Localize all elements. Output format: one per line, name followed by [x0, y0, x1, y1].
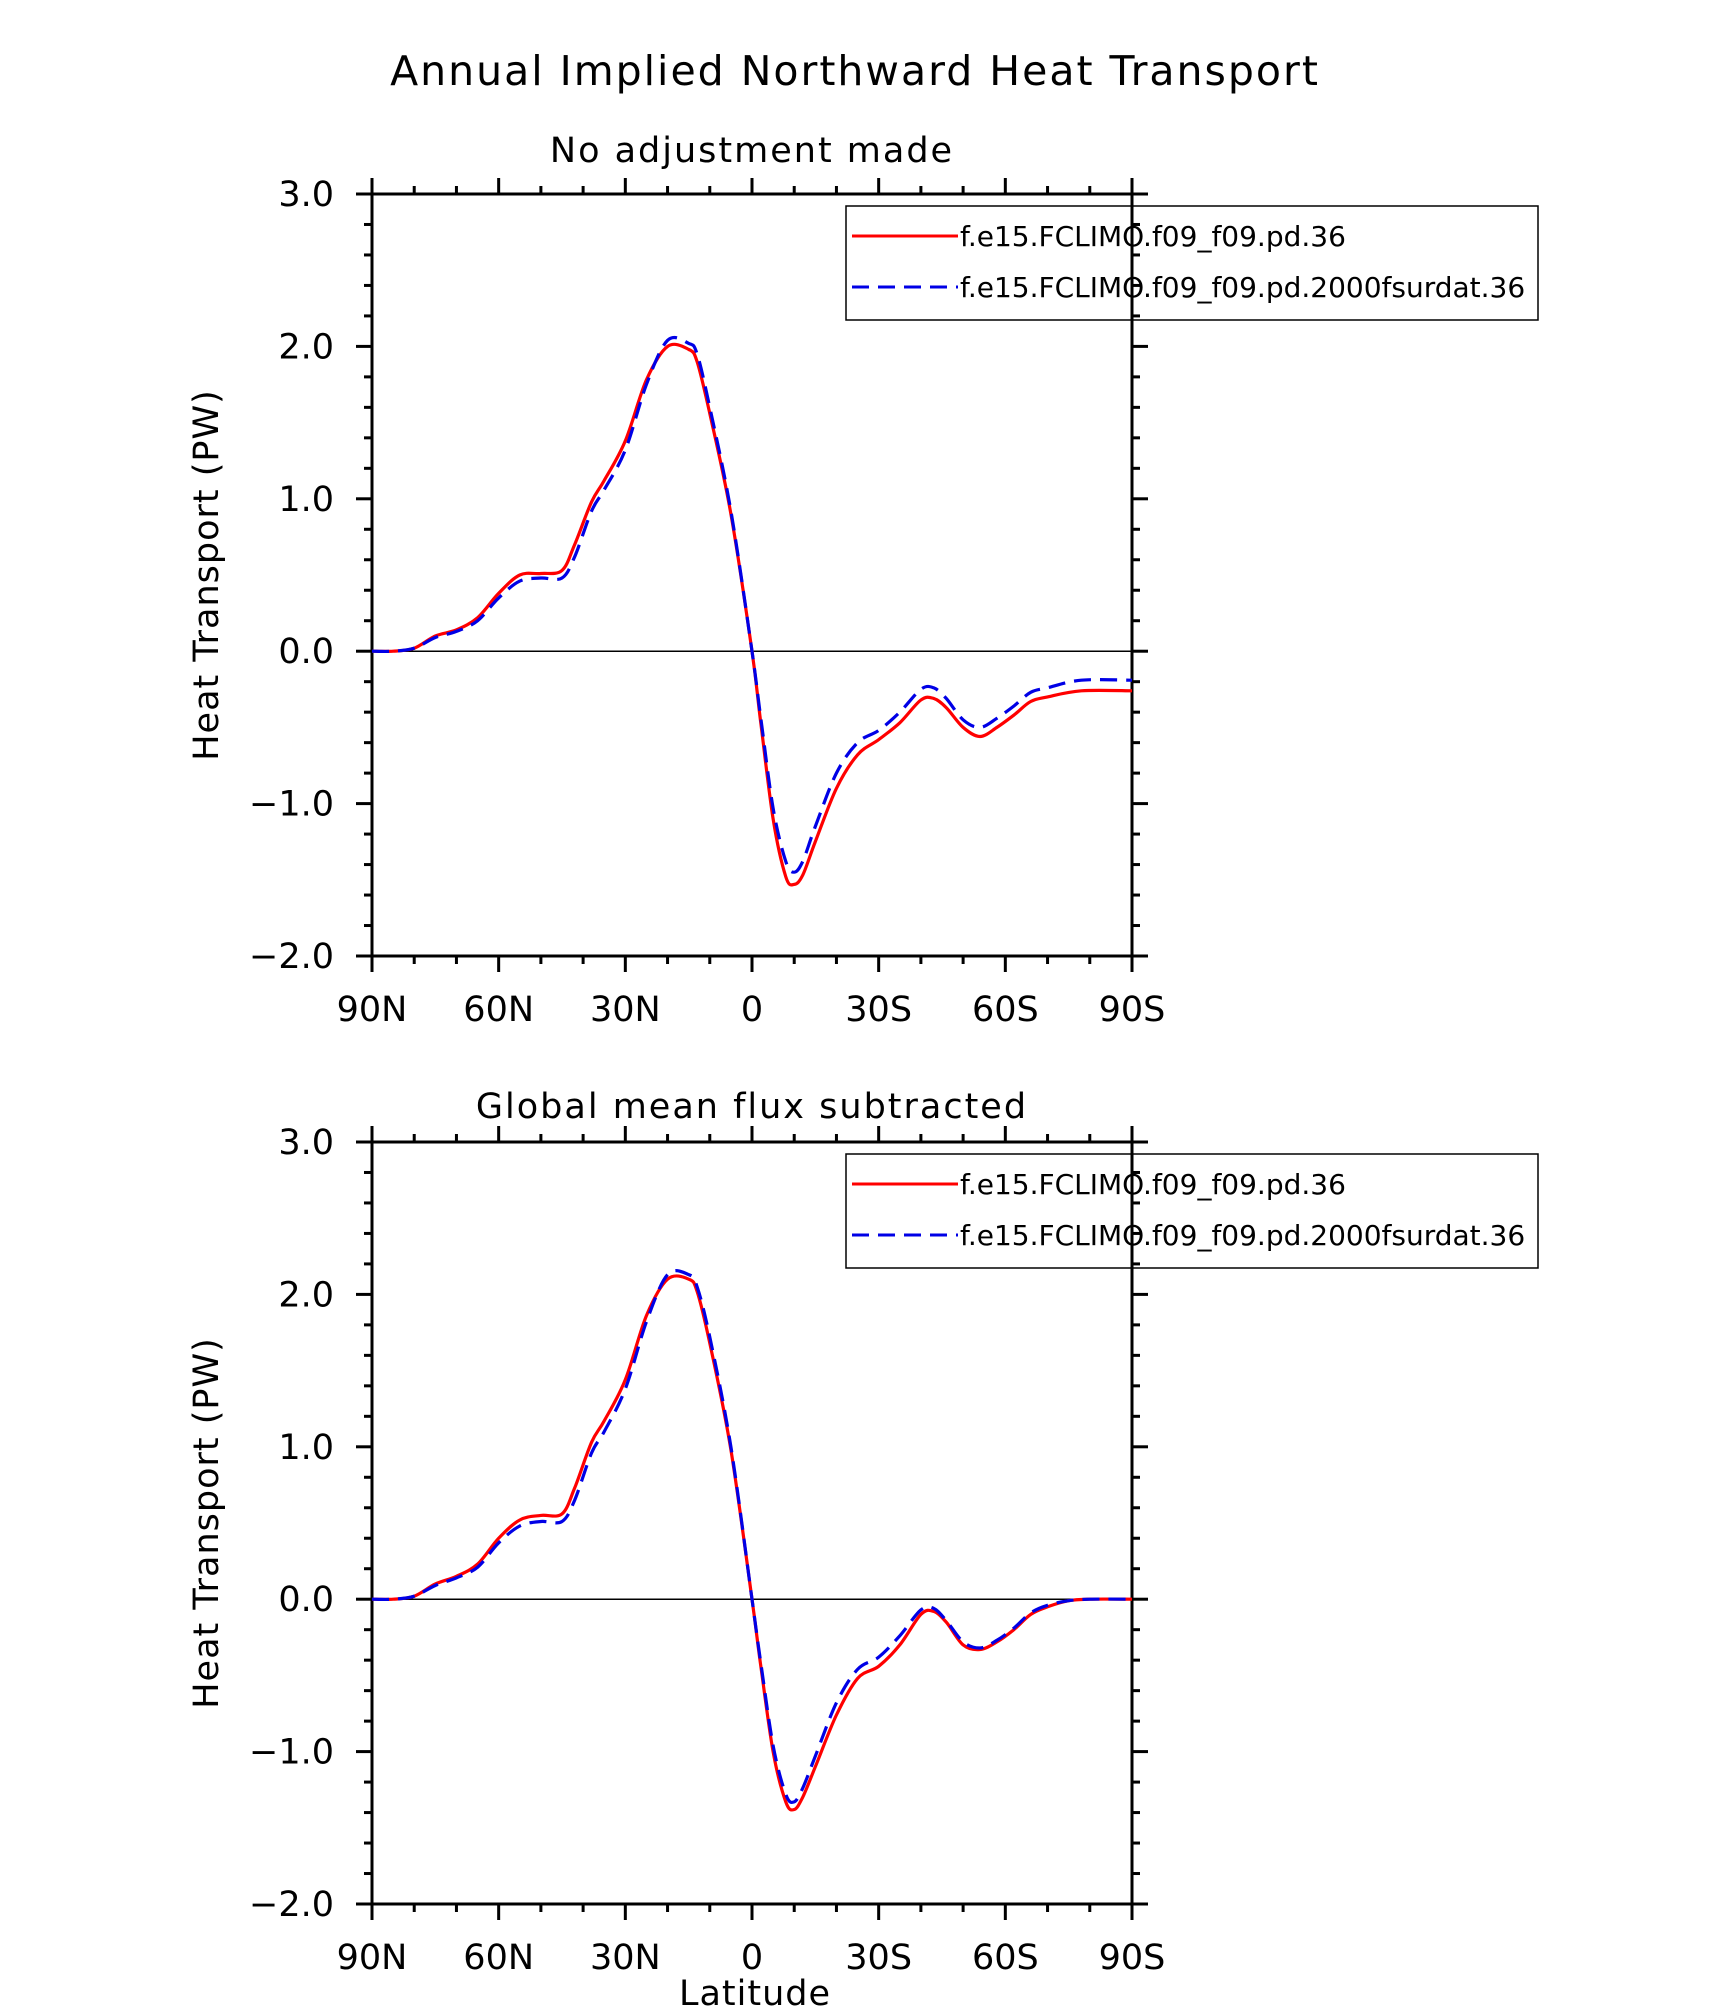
x-tick-label: 90N	[337, 1938, 408, 1978]
y-tick-label: 0.0	[278, 632, 334, 672]
series-line-2	[371, 335, 1133, 874]
panel-global-mean-subtracted: Global mean flux subtracted 90N 60N 30N 0 30S…	[187, 1087, 1539, 1978]
x-axis-label: Latitude	[679, 1974, 831, 2008]
y-tick-label: 3.0	[278, 1123, 334, 1163]
x-tick-label: 90N	[337, 990, 408, 1030]
chart-title: Global mean flux subtracted	[476, 1087, 1028, 1127]
y-tick-label: −2.0	[249, 1885, 334, 1925]
panel-no-adjustment: No adjustment made 90N 60N 30N 0 30S 60S 90S −2.…	[187, 131, 1539, 1030]
series-line-1	[371, 342, 1133, 887]
x-tick-label: 30S	[845, 990, 912, 1030]
y-tick-label: 1.0	[278, 480, 334, 520]
x-tick-label: 60N	[463, 1938, 534, 1978]
legend-label-2: f.e15.FCLIMO.f09_f09.pd.2000fsurdat.36	[960, 271, 1525, 304]
figure-title: Annual Implied Northward Heat Transport	[390, 47, 1320, 95]
x-tick-label: 0	[741, 990, 763, 1030]
x-tick-label: 60S	[972, 990, 1039, 1030]
plot-frame	[370, 1140, 1134, 1906]
y-tick-label: 3.0	[278, 175, 334, 215]
y-axis-label: Heat Transport (PW)	[187, 389, 227, 761]
y-tick-label: −1.0	[249, 785, 334, 825]
legend-box	[845, 1153, 1539, 1269]
x-tick-label: 60N	[463, 990, 534, 1030]
legend-label-1: f.e15.FCLIMO.f09_f09.pd.36	[960, 1168, 1346, 1201]
x-tick-label: 90S	[1099, 1938, 1166, 1978]
y-axis-label: Heat Transport (PW)	[187, 1337, 227, 1709]
plot-frame	[370, 192, 1134, 958]
x-tick-label: 90S	[1099, 990, 1166, 1030]
y-tick-label: 2.0	[278, 327, 334, 367]
chart-title: No adjustment made	[550, 131, 954, 171]
x-tick-label: 30N	[590, 1938, 661, 1978]
legend-box	[845, 205, 1539, 321]
y-tick-label: 0.0	[278, 1580, 334, 1620]
y-tick-label: −1.0	[249, 1733, 334, 1773]
x-tick-label: 60S	[972, 1938, 1039, 1978]
series-line-1	[371, 1274, 1133, 1812]
x-tick-label: 30S	[845, 1938, 912, 1978]
legend-label-2: f.e15.FCLIMO.f09_f09.pd.2000fsurdat.36	[960, 1219, 1525, 1252]
series-line-2	[371, 1269, 1133, 1805]
legend-label-1: f.e15.FCLIMO.f09_f09.pd.36	[960, 220, 1346, 253]
x-tick-label: 30N	[590, 990, 661, 1030]
y-tick-label: 1.0	[278, 1428, 334, 1468]
y-tick-label: 2.0	[278, 1275, 334, 1315]
y-tick-label: −2.0	[249, 937, 334, 977]
x-tick-label: 0	[741, 1938, 763, 1978]
